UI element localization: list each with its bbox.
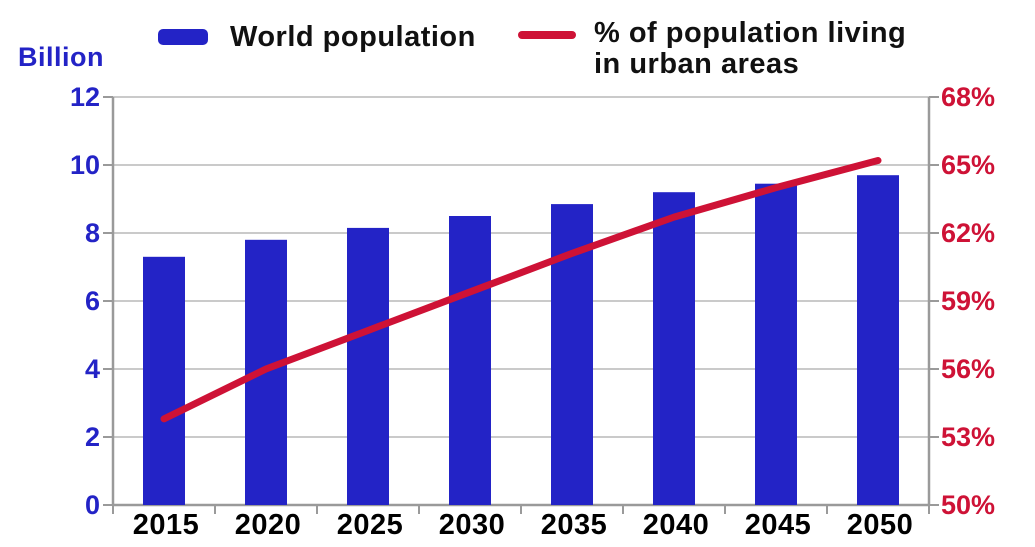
x-tick-label: 2050: [847, 509, 914, 541]
bar-2025: [347, 227, 389, 505]
bar-swatch-icon: [158, 29, 208, 45]
right-tick-label: 68%: [941, 82, 995, 112]
right-tick-label: 53%: [941, 422, 995, 452]
left-tick-label: 6: [85, 286, 100, 316]
left-tick-label: 12: [70, 82, 100, 112]
legend-label-world-population: World population: [230, 21, 476, 53]
line-swatch-icon: [518, 31, 576, 39]
left-tick-label: 8: [85, 218, 100, 248]
bar-2030: [449, 216, 491, 505]
bar-2050: [857, 175, 899, 505]
legend: World population % of population living …: [0, 0, 1035, 90]
x-tick-label: 2030: [439, 509, 506, 541]
left-tick-label: 2: [85, 422, 100, 452]
left-tick-label: 4: [85, 354, 100, 384]
x-tick-label: 2025: [337, 509, 404, 541]
legend-label-urban-percentage: % of population living in urban areas: [594, 17, 907, 81]
legend-item-world-population: World population: [158, 21, 476, 53]
right-tick-label: 62%: [941, 218, 995, 248]
bar-2045: [755, 183, 797, 505]
urban-percentage-line: [160, 156, 882, 423]
bar-2040: [653, 192, 695, 505]
legend-item-urban-percentage: % of population living in urban areas: [518, 17, 907, 81]
left-axis-title: Billion: [18, 42, 104, 72]
right-tick-label: 65%: [941, 150, 995, 180]
x-tick-label: 2020: [235, 509, 302, 541]
bar-2015: [143, 256, 185, 505]
x-tick-label: 2035: [541, 509, 608, 541]
left-tick-label: 0: [85, 490, 100, 520]
left-tick-label: 10: [70, 150, 100, 180]
right-tick-label: 59%: [941, 286, 995, 316]
x-tick-label: 2040: [643, 509, 710, 541]
x-tick-label: 2045: [745, 509, 812, 541]
right-tick-label: 56%: [941, 354, 995, 384]
right-tick-label: 50%: [941, 490, 995, 520]
x-tick-label: 2015: [133, 509, 200, 541]
